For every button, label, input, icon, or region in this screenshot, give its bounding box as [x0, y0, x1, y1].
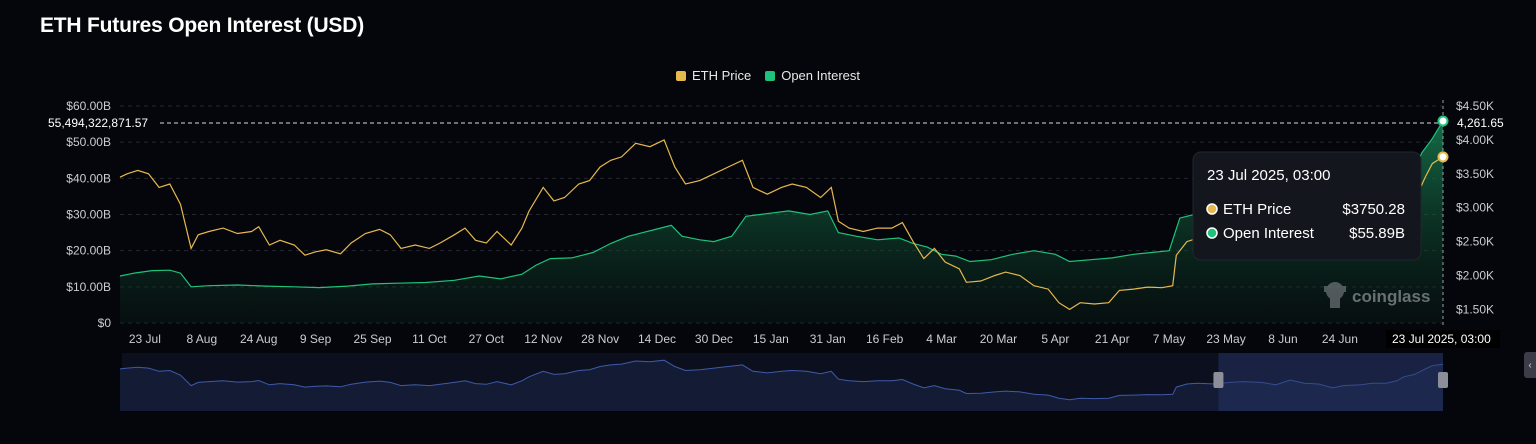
open-interest-marker	[1437, 115, 1449, 127]
x-axis-tick-label: 14 Dec	[638, 332, 676, 346]
legend-item-eth-price[interactable]: ETH Price	[675, 68, 752, 83]
x-axis-tick-label: 25 Sep	[353, 332, 391, 346]
tooltip-oi-value: $55.89B	[1349, 225, 1405, 242]
coinglass-watermark: coinglass	[1324, 282, 1430, 308]
left-axis-tick-label: $30.00B	[66, 208, 111, 222]
left-axis: $0 $10.00B $20.00B $30.00B $40.00B $50.00B $60…	[66, 99, 111, 330]
chart-title: ETH Futures Open Interest (USD)	[40, 14, 364, 37]
x-axis-tick-label: 28 Nov	[581, 332, 619, 346]
left-axis-tick-label: $50.00B	[66, 135, 111, 149]
right-axis: $1.50K $2.00K $2.50K $3.00K $3.50K $4.00K $4.5…	[1456, 99, 1494, 316]
navigator-line	[119, 359, 1444, 401]
eth-price-marker	[1437, 151, 1449, 163]
svg-text:coinglass: coinglass	[1352, 287, 1430, 306]
x-axis-tick-label: 8 Aug	[186, 332, 217, 346]
x-axis-tick-label: 8 Jun	[1268, 332, 1297, 346]
right-axis-tick-label: $3.00K	[1456, 201, 1494, 215]
x-axis-tick-label: 16 Feb	[866, 332, 904, 346]
x-axis-tick-label: 4 Mar	[926, 332, 957, 346]
x-axis-tick-label: 9 Sep	[300, 332, 332, 346]
navigator-handle-left[interactable]	[1213, 372, 1224, 388]
legend-swatch-open-interest	[765, 70, 776, 81]
right-axis-tick-label: $2.50K	[1456, 235, 1494, 249]
x-axis-tick-label: 12 Nov	[524, 332, 562, 346]
crosshair-right-readout: 4,261.65	[1450, 115, 1512, 131]
x-axis-tick-label: 31 Jan	[810, 332, 846, 346]
tooltip-oi-label: Open Interest	[1223, 225, 1315, 242]
navigator[interactable]	[119, 353, 1448, 411]
x-axis-tick-label: 24 Jun	[1322, 332, 1358, 346]
left-axis-tick-label: $10.00B	[66, 280, 111, 294]
chevron-left-icon[interactable]: ‹	[1524, 352, 1536, 378]
tooltip-date: 23 Jul 2025, 03:00	[1207, 167, 1330, 184]
tooltip-eth-label: ETH Price	[1223, 201, 1291, 218]
legend-label-open-interest: Open Interest	[781, 68, 860, 83]
legend-label-eth-price: ETH Price	[691, 68, 752, 83]
right-axis-tick-label: $1.50K	[1456, 302, 1494, 316]
x-axis: 23 Jul 8 Aug 24 Aug 9 Sep 25 Sep 11 Oct 27 Oct…	[129, 332, 1358, 346]
svg-text:55,494,322,871.57: 55,494,322,871.57	[48, 116, 148, 130]
x-axis-tick-label: 5 Apr	[1041, 332, 1069, 346]
coinglass-logo-icon	[1324, 282, 1346, 308]
left-axis-tick-label: $60.00B	[66, 99, 111, 113]
navigator-selection[interactable]	[1218, 353, 1443, 411]
x-axis-tick-label: 20 Mar	[980, 332, 1017, 346]
x-axis-tick-label: 23 Jul	[129, 332, 161, 346]
legend-item-open-interest[interactable]: Open Interest	[765, 68, 860, 83]
legend: ETH Price Open Interest	[0, 68, 1536, 83]
x-axis-tick-label: 7 May	[1153, 332, 1186, 346]
open-interest-area	[120, 120, 1443, 324]
x-axis-tick-label: 15 Jan	[753, 332, 789, 346]
left-axis-tick-label: $20.00B	[66, 244, 111, 258]
left-axis-tick-label: $40.00B	[66, 171, 111, 185]
right-axis-tick-label: $4.50K	[1456, 99, 1494, 113]
x-axis-tick-label: 30 Dec	[695, 332, 733, 346]
crosshair-left-readout: 55,494,322,871.57	[40, 115, 160, 131]
svg-text:4,261.65: 4,261.65	[1457, 116, 1504, 130]
navigator-area	[120, 360, 1443, 411]
navigator-handle-right[interactable]	[1438, 372, 1448, 388]
x-axis-tick-label: 24 Aug	[240, 332, 277, 346]
tooltip-oi-dot	[1206, 227, 1218, 239]
svg-text:23 Jul 2025, 03:00: 23 Jul 2025, 03:00	[1392, 332, 1491, 346]
x-axis-tick-label: 11 Oct	[412, 332, 447, 346]
tooltip-eth-dot	[1206, 203, 1218, 215]
x-axis-tick-label: 23 May	[1206, 332, 1245, 346]
tooltip-eth-value: $3750.28	[1342, 201, 1405, 218]
right-axis-tick-label: $2.00K	[1456, 269, 1494, 283]
crosshair-x-readout: 23 Jul 2025, 03:00	[1386, 330, 1500, 348]
right-axis-tick-label: $4.00K	[1456, 133, 1494, 147]
open-interest-line	[119, 120, 1444, 289]
x-axis-tick-label: 27 Oct	[469, 332, 505, 346]
left-axis-tick-label: $0	[98, 316, 112, 330]
tooltip: 23 Jul 2025, 03:00 ETH Price $3750.28 Op…	[1192, 151, 1422, 261]
x-axis-tick-label: 21 Apr	[1095, 332, 1130, 346]
right-axis-tick-label: $3.50K	[1456, 167, 1494, 181]
legend-swatch-eth-price	[675, 70, 686, 81]
